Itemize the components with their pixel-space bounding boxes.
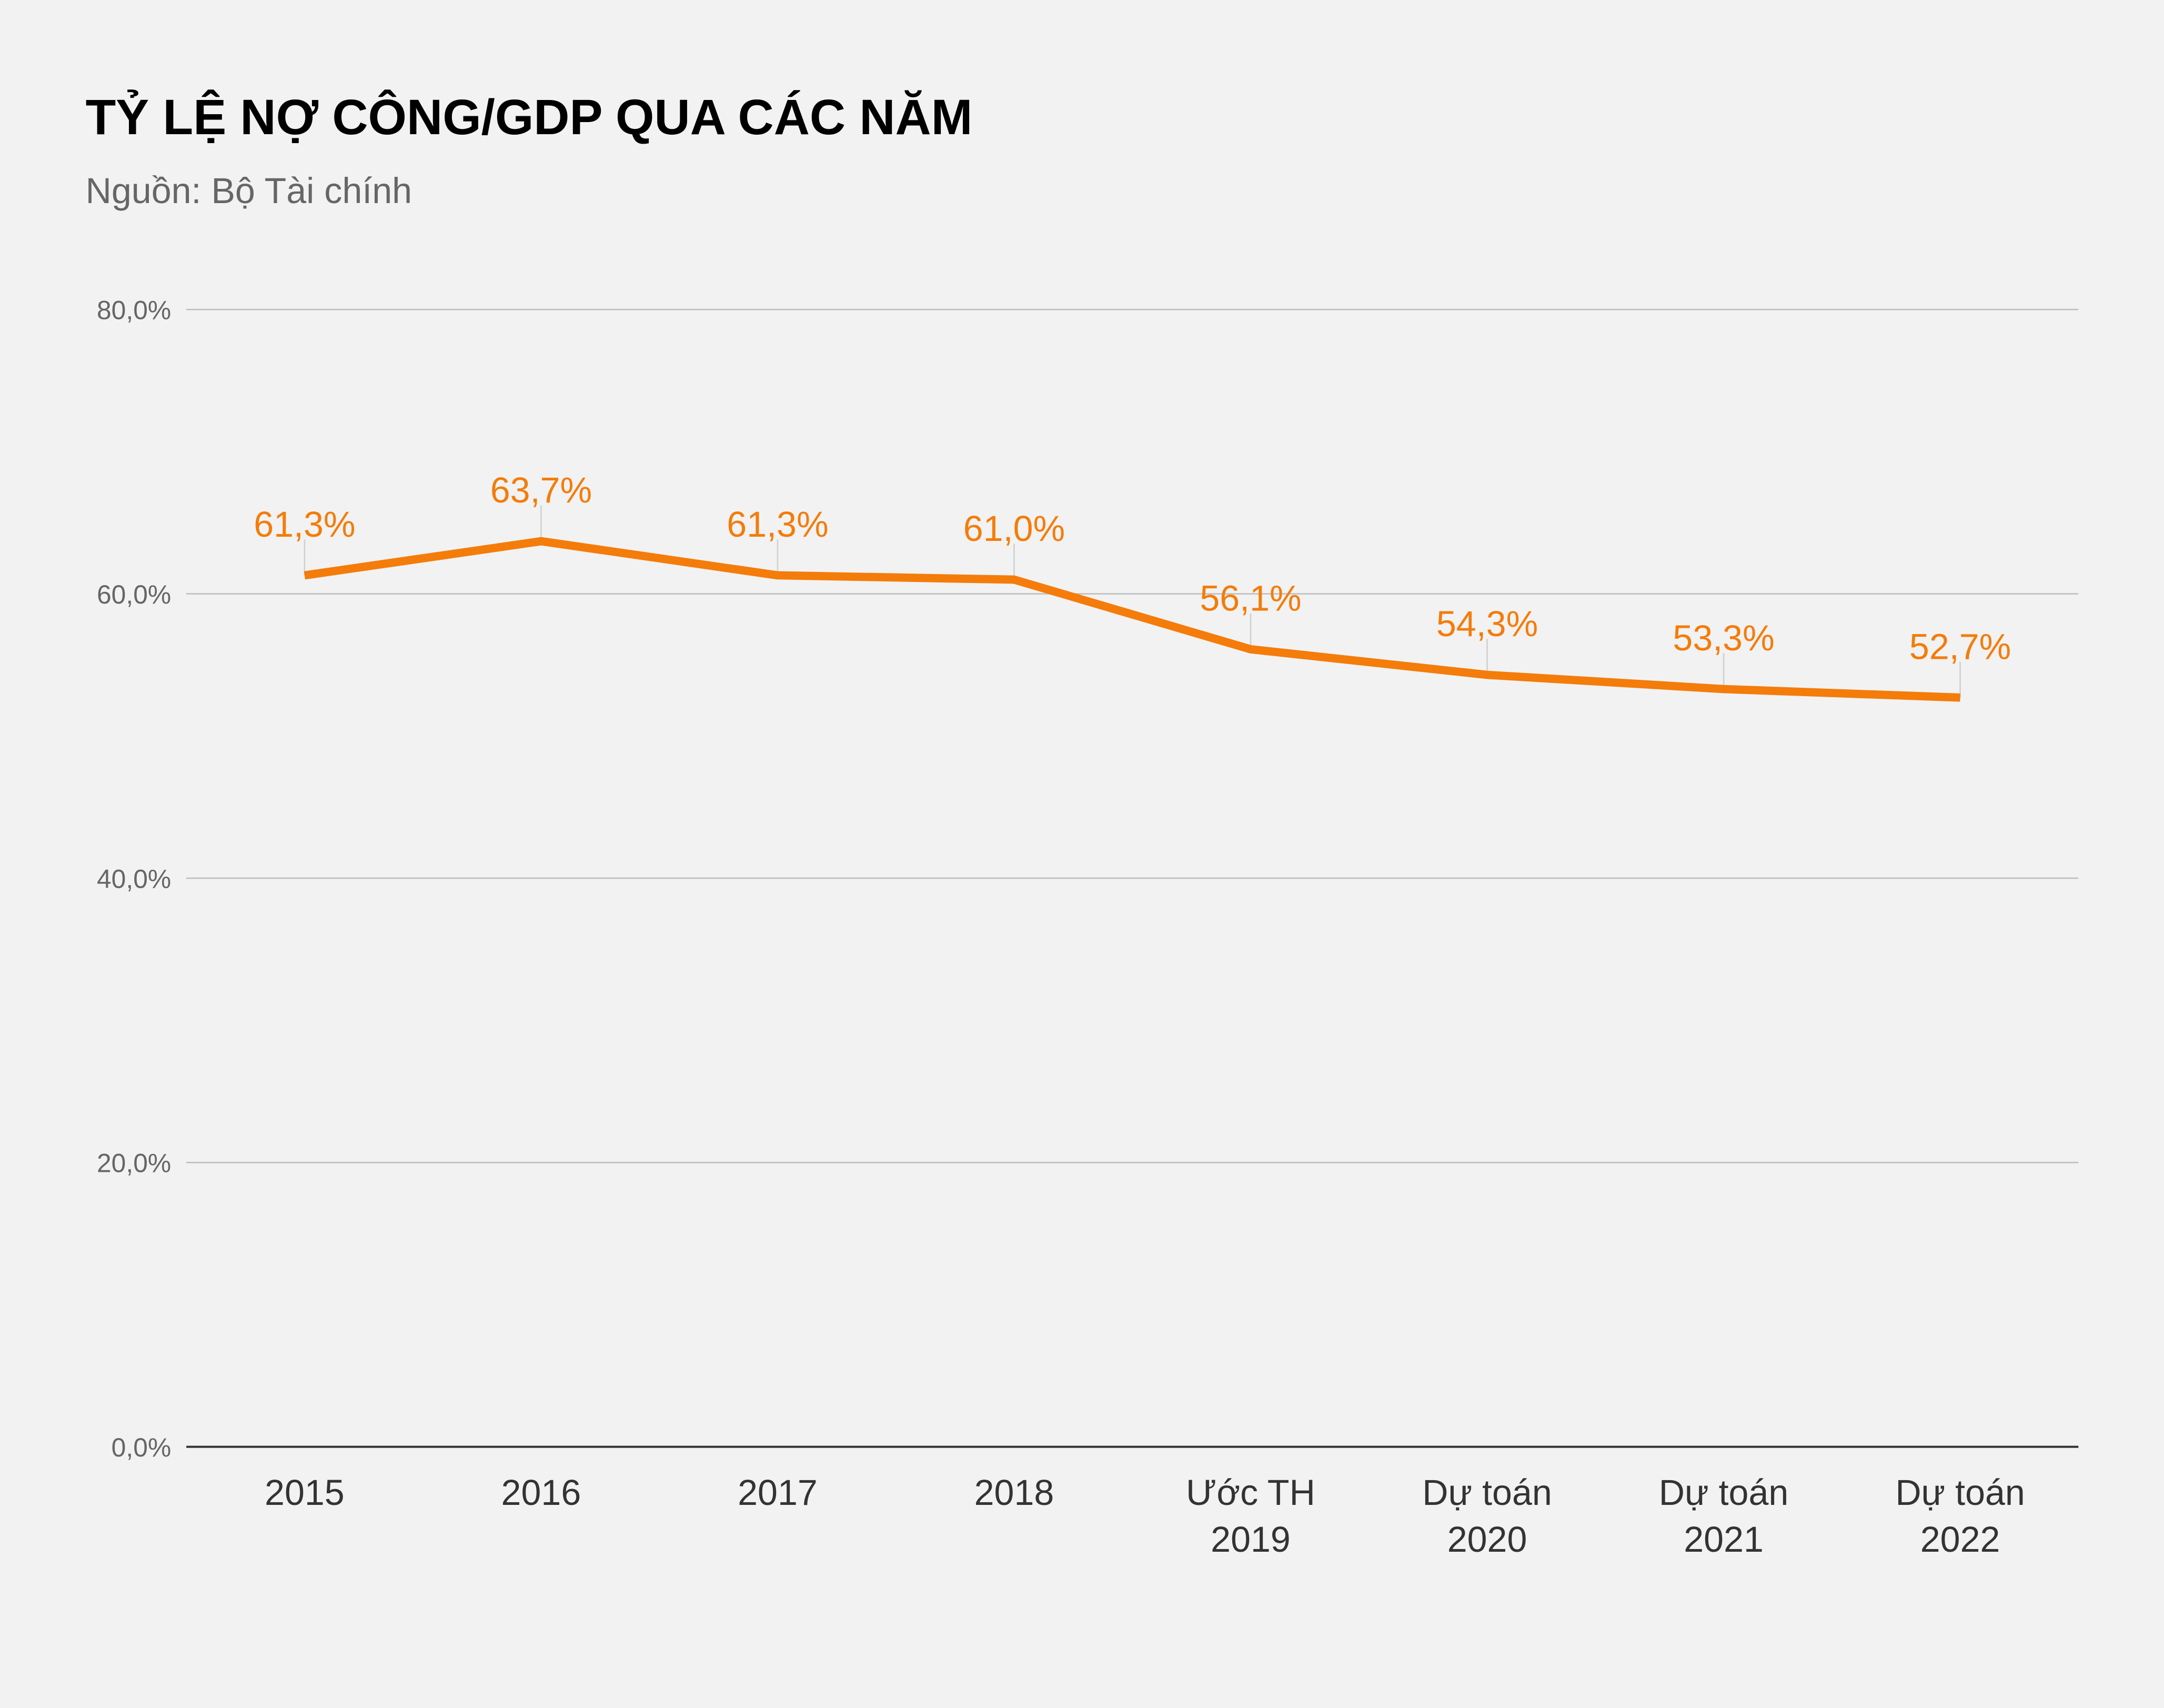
x-tick-label-line: Dự toán xyxy=(1422,1473,1552,1513)
x-tick-label: 2018 xyxy=(974,1473,1054,1513)
y-tick-label: 60,0% xyxy=(97,580,171,609)
data-label: 53,3% xyxy=(1673,618,1774,658)
chart-title: TỶ LỆ NỢ CÔNG/GDP QUA CÁC NĂM xyxy=(86,89,973,145)
y-tick-label: 80,0% xyxy=(97,296,171,325)
x-tick-label-line: 2018 xyxy=(974,1473,1054,1513)
series-line xyxy=(304,537,1960,702)
data-label: 54,3% xyxy=(1436,604,1538,644)
x-tick-label-line: 2021 xyxy=(1684,1520,1764,1560)
data-label: 56,1% xyxy=(1200,578,1301,618)
x-tick-label: Dự toán 2020 xyxy=(1422,1473,1552,1560)
y-tick-label: 20,0% xyxy=(97,1149,171,1178)
data-label: 63,7% xyxy=(490,470,592,510)
x-tick-label: Dự toán 2021 xyxy=(1659,1473,1789,1560)
x-tick-label-line: 2015 xyxy=(265,1473,345,1513)
y-tick-label: 0,0% xyxy=(112,1433,172,1462)
x-tick-label-line: 2016 xyxy=(501,1473,581,1513)
y-tick-label: 40,0% xyxy=(97,864,171,893)
x-tick-label-line: Dự toán xyxy=(1659,1473,1789,1513)
x-tick-label: 2017 xyxy=(738,1473,818,1513)
x-tick-label: 2016 xyxy=(501,1473,581,1513)
x-tick-label-line: Ước TH xyxy=(1186,1473,1315,1513)
data-label: 61,0% xyxy=(963,509,1065,549)
chart-subtitle: Nguồn: Bộ Tài chính xyxy=(86,171,412,211)
data-label: 61,3% xyxy=(254,505,355,545)
x-tick-label-line: 2019 xyxy=(1211,1520,1291,1560)
x-tick-label: 2015 xyxy=(265,1473,345,1513)
x-tick-label: Ước TH 2019 xyxy=(1186,1473,1315,1560)
x-tick-label-line: 2017 xyxy=(738,1473,818,1513)
data-label: 52,7% xyxy=(1909,627,2011,667)
x-tick-label-line: 2020 xyxy=(1447,1520,1527,1560)
x-tick-label-line: Dự toán xyxy=(1895,1473,2025,1513)
data-label: 61,3% xyxy=(727,505,828,545)
x-tick-label-line: 2022 xyxy=(1920,1520,2000,1560)
x-tick-label: Dự toán 2022 xyxy=(1895,1473,2025,1560)
